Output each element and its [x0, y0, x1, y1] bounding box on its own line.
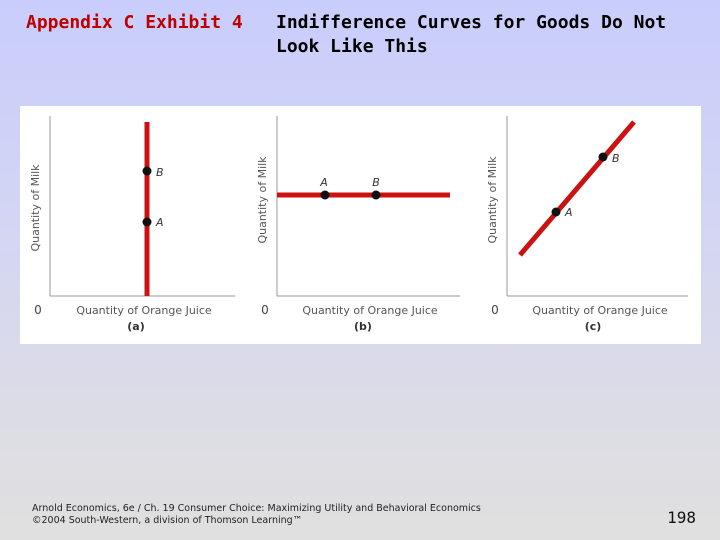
panel-c-y-axis-label: Quantity of Milk — [486, 156, 499, 244]
exhibit-title: Indifference Curves for Goods Do Not Loo… — [276, 12, 667, 57]
panel-c-point-b-label: B — [612, 152, 620, 165]
panel-c-point-b — [598, 152, 608, 162]
panel-a-point-a-label: A — [155, 216, 164, 229]
footer-credits: Arnold Economics, 6e / Ch. 19 Consumer C… — [32, 503, 481, 527]
panel-c-point-a — [551, 207, 561, 217]
indifference-curves-figure: Quantity of Milk Quantity of Orange Juic… — [29, 116, 688, 333]
panel-c-point-a-label: A — [564, 206, 573, 219]
panel-b-point-b-label: B — [372, 176, 380, 189]
panel-c-x-axis-label: Quantity of Orange Juice — [532, 304, 668, 317]
panel-c: Quantity of Milk Quantity of Orange Juic… — [486, 116, 688, 333]
panel-b-point-b — [371, 190, 381, 200]
panel-b-point-a-label: A — [319, 176, 328, 189]
exhibit-label: Appendix C Exhibit 4 — [26, 12, 243, 33]
panel-b: Quantity of Milk Quantity of Orange Juic… — [256, 116, 460, 333]
panel-c-curve — [518, 120, 636, 257]
panel-a-caption: (a) — [127, 320, 144, 333]
panel-a-point-a — [142, 217, 152, 227]
panel-a: Quantity of Milk Quantity of Orange Juic… — [29, 116, 235, 333]
panel-b-origin-label: 0 — [261, 303, 269, 317]
panel-a-origin-label: 0 — [34, 303, 42, 317]
panel-b-y-axis-label: Quantity of Milk — [256, 156, 269, 244]
figure-panel: Quantity of Milk Quantity of Orange Juic… — [20, 106, 701, 344]
panel-a-y-axis-label: Quantity of Milk — [29, 164, 42, 252]
panel-b-caption: (b) — [354, 320, 372, 333]
panel-a-point-b-label: B — [156, 166, 164, 179]
panel-b-point-a — [320, 190, 330, 200]
page-number: 198 — [667, 508, 696, 527]
footer-line-1: Arnold Economics, 6e / Ch. 19 Consumer C… — [32, 503, 481, 514]
panel-b-x-axis-label: Quantity of Orange Juice — [302, 304, 438, 317]
panel-c-caption: (c) — [585, 320, 602, 333]
panel-a-point-b — [142, 166, 152, 176]
panel-c-origin-label: 0 — [491, 303, 499, 317]
panel-a-x-axis-label: Quantity of Orange Juice — [76, 304, 212, 317]
footer-line-2: ©2004 South-Western, a division of Thoms… — [32, 515, 303, 526]
